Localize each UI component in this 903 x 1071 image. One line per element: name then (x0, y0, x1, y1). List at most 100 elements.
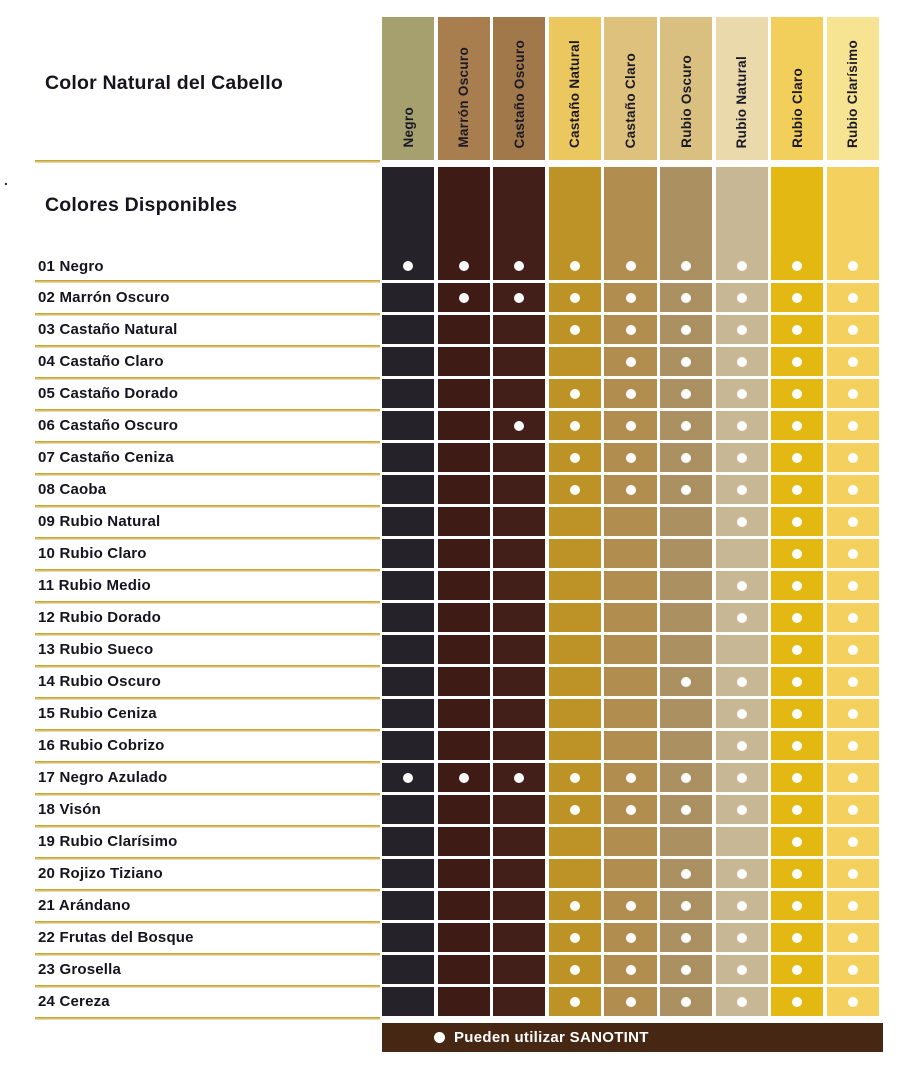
row-label: 18 Visón (38, 801, 102, 818)
matrix-cell (659, 699, 713, 728)
matrix-cell (659, 443, 713, 472)
matrix-cell (826, 315, 880, 344)
column-rubio-natural: Rubio Natural (715, 17, 768, 1016)
compatibility-dot-icon (569, 388, 580, 399)
compatibility-dot-icon (792, 676, 803, 687)
compatibility-dot-icon (847, 516, 858, 527)
gold-separator-line (35, 697, 380, 700)
matrix-cell (826, 699, 880, 728)
compatibility-dot-icon (736, 356, 747, 367)
matrix-cell (493, 443, 546, 472)
matrix-cell (604, 283, 657, 312)
compatibility-dot-icon (792, 708, 803, 719)
compatibility-dot-icon (625, 356, 636, 367)
compatibility-dot-icon (792, 644, 803, 655)
compatibility-dot-icon (736, 580, 747, 591)
matrix-cell (715, 167, 768, 280)
matrix-cell (771, 475, 824, 504)
compatibility-dot-icon (736, 420, 747, 431)
gold-separator-line (35, 409, 380, 412)
column-header-label: Marrón Oscuro (456, 47, 472, 148)
matrix-cell (604, 795, 657, 824)
matrix-cell (493, 283, 546, 312)
matrix-cell (604, 539, 657, 568)
matrix-cell (382, 283, 435, 312)
compatibility-dot-icon (681, 964, 692, 975)
matrix-cell (382, 667, 435, 696)
matrix-cell (382, 955, 435, 984)
compatibility-dot-icon (569, 324, 580, 335)
compatibility-dot-icon (569, 804, 580, 815)
compatibility-dot-icon (625, 804, 636, 815)
matrix-cell (771, 315, 824, 344)
compatibility-dot-icon (514, 260, 525, 271)
gold-separator-line (35, 441, 380, 444)
column-header: Rubio Natural (715, 17, 768, 160)
compatibility-dot-icon (569, 932, 580, 943)
compatibility-dot-icon (569, 964, 580, 975)
matrix-cell (382, 763, 435, 792)
gold-separator-line (35, 953, 380, 956)
compatibility-dot-icon (792, 772, 803, 783)
matrix-cell (715, 443, 768, 472)
gold-separator-line (35, 633, 380, 636)
compatibility-dot-icon (681, 324, 692, 335)
matrix-cell (382, 507, 435, 536)
compatibility-dot-icon (458, 260, 469, 271)
matrix-cell (659, 475, 713, 504)
matrix-cell (826, 475, 880, 504)
matrix-cell (437, 987, 490, 1016)
compatibility-dot-icon (403, 772, 414, 783)
matrix-cell (437, 827, 490, 856)
column-header: Rubio Oscuro (659, 17, 713, 160)
matrix-cell (659, 795, 713, 824)
matrix-cell (548, 507, 602, 536)
matrix-cell (826, 635, 880, 664)
compatibility-dot-icon (847, 996, 858, 1007)
matrix-cell (771, 699, 824, 728)
matrix-cell (382, 167, 435, 280)
compatibility-dot-icon (625, 324, 636, 335)
matrix-cell (382, 635, 435, 664)
matrix-cell (826, 795, 880, 824)
matrix-cell (382, 891, 435, 920)
matrix-cell (548, 283, 602, 312)
matrix-cell (548, 923, 602, 952)
column-header-label: Rubio Oscuro (678, 55, 694, 148)
matrix-cell (548, 827, 602, 856)
column-header: Rubio Claro (771, 17, 824, 160)
compatibility-dot-icon (736, 996, 747, 1007)
matrix-cell (493, 475, 546, 504)
matrix-cell (659, 315, 713, 344)
compatibility-dot-icon (514, 292, 525, 303)
matrix-cell (771, 571, 824, 600)
legend-bar: Pueden utilizar SANOTINT (382, 1023, 883, 1052)
matrix-cell (771, 603, 824, 632)
matrix-cell (771, 955, 824, 984)
row-label: 22 Frutas del Bosque (38, 929, 194, 946)
column-marrón-oscuro: Marrón Oscuro (437, 17, 490, 1016)
matrix-cell (548, 315, 602, 344)
matrix-cell (493, 987, 546, 1016)
column-header: Marrón Oscuro (437, 17, 490, 160)
matrix-cell (604, 923, 657, 952)
matrix-cell (659, 283, 713, 312)
matrix-cell (437, 411, 490, 440)
compatibility-dot-icon (569, 292, 580, 303)
matrix-cell (493, 763, 546, 792)
compatibility-dot-icon (847, 964, 858, 975)
compatibility-dot-icon (681, 804, 692, 815)
matrix-cell (437, 475, 490, 504)
compatibility-dot-icon (736, 868, 747, 879)
compatibility-dot-icon (847, 932, 858, 943)
compatibility-dot-icon (625, 420, 636, 431)
matrix-cell (382, 539, 435, 568)
compatibility-dot-icon (625, 388, 636, 399)
compatibility-dot-icon (736, 388, 747, 399)
matrix-cell (493, 379, 546, 408)
compatibility-dot-icon (736, 900, 747, 911)
compatibility-dot-icon (847, 420, 858, 431)
matrix-cell (715, 315, 768, 344)
row-label: 19 Rubio Clarísimo (38, 833, 178, 850)
gold-separator-line (35, 729, 380, 732)
